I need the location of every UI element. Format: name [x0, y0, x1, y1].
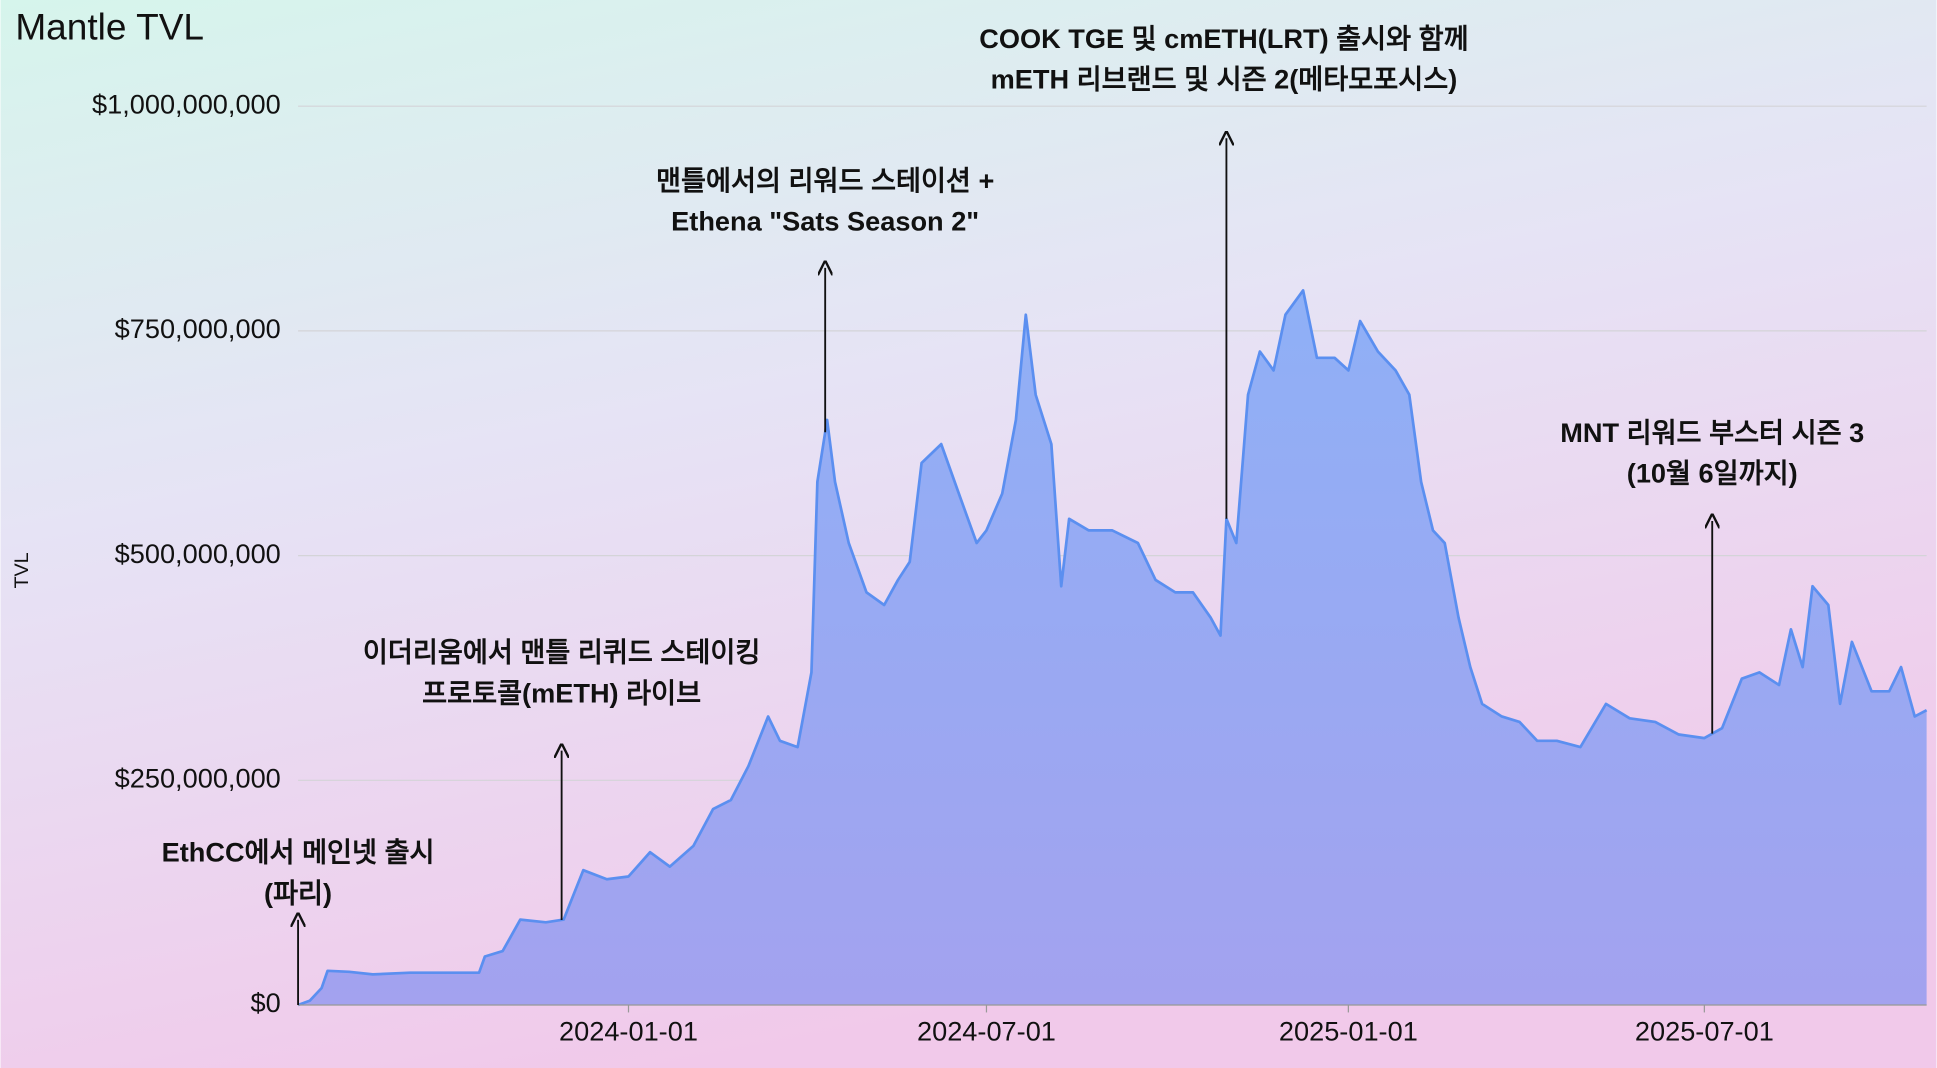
- annotation-text: 맨틀에서의 리워드 스테이션 +: [656, 165, 994, 196]
- line: [297, 289, 1928, 1007]
- x-tick-label: 2025-07-01: [1635, 1016, 1774, 1047]
- annotation-text: (10월 6일까지): [1627, 458, 1798, 489]
- annotation-text: 이더리움에서 맨틀 리퀴드 스테이킹: [363, 637, 760, 668]
- y-tick-label: $500,000,000: [115, 538, 281, 569]
- annotation-text: MNT 리워드 부스터 시즌 3: [1560, 417, 1864, 448]
- annotation-text: 프로토콜(mETH) 라이브: [422, 677, 701, 708]
- annotation-text: EthCC에서 메인넷 출시: [162, 837, 435, 868]
- annotation-text: (파리): [264, 877, 332, 908]
- y-tick-label: $1,000,000,000: [92, 88, 281, 119]
- y-tick-label: $0: [251, 987, 281, 1018]
- annotation-text: Ethena "Sats Season 2": [671, 206, 979, 237]
- annotation-text: COOK TGE 및 cmETH(LRT) 출시와 함께: [979, 23, 1468, 54]
- x-tick-label: 2024-07-01: [917, 1016, 1056, 1047]
- y-tick-label: $750,000,000: [115, 313, 281, 344]
- x-tick-label: 2024-01-01: [559, 1016, 698, 1047]
- x-tick-label: 2025-01-01: [1279, 1016, 1418, 1047]
- chart-title: Mantle TVL: [15, 5, 204, 47]
- y-axis-label: TVL: [11, 552, 33, 588]
- y-tick-label: $250,000,000: [115, 762, 281, 793]
- annotation-text: mETH 리브랜드 및 시즌 2(메타모포시스): [991, 64, 1458, 95]
